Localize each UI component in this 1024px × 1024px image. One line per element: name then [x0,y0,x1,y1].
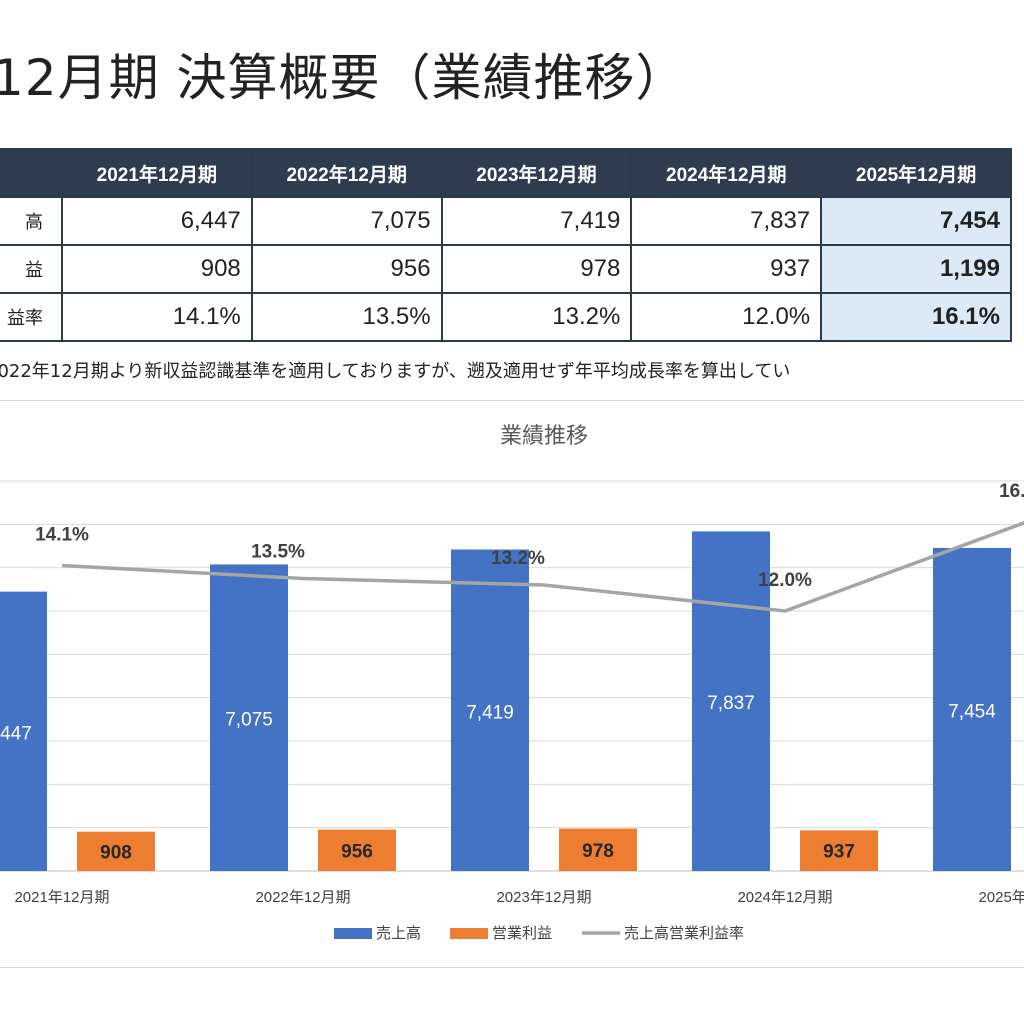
table-row-margin: 益率 14.1% 13.5% 13.2% 12.0% 16.1% [0,292,1012,342]
chart-frame [0,400,1024,968]
table-cell: 908 [60,244,253,294]
column-header: 2022年12月期 [250,148,443,198]
sales-bar-label: 7,837 [707,693,755,714]
operating-profit-bar [318,829,396,871]
chart-bars [0,531,1011,871]
summary-table: 2021年12月期 2022年12月期 2023年12月期 2024年12月期 … [0,148,1012,342]
operating-profit-bar-label: 978 [582,841,614,862]
table-cell: 7,075 [250,196,443,246]
table-cell: 956 [250,244,443,294]
table-cell: 13.5% [250,292,443,342]
operating-margin-label: 12.0% [758,570,812,591]
sales-bar [692,531,770,871]
table-cell: 7,419 [440,196,633,246]
legend-label-operating-profit: 営業利益 [492,925,552,942]
table-cell-highlight: 1,199 [820,244,1012,294]
row-label: 益 [0,244,63,294]
chart-title: 業績推移 [500,423,588,448]
legend-swatch-operating-profit [450,928,488,939]
row-label: 益率 [0,292,63,342]
legend-label-sales: 売上高 [376,925,421,942]
operating-margin-label: 13.2% [491,548,545,569]
table-cell: 14.1% [60,292,253,342]
legend-label-operating-margin: 売上高営業利益率 [624,925,744,942]
x-tick-label: 2024年12月期 [737,889,832,906]
operating-margin-label: 16.1% [999,481,1024,502]
sales-bar-label: 7,454 [948,701,996,722]
table-cell: 937 [630,244,823,294]
table-cell: 13.2% [440,292,633,342]
operating-profit-bar [77,831,155,871]
x-tick-label: 2023年12月期 [496,889,591,906]
column-header: 2021年12月期 [60,148,253,198]
operating-profit-bar-label: 908 [100,842,132,863]
footnote: 2022年12月期より新収益認識基準を適用しておりますが、遡及適用せず年平均成長… [0,361,791,382]
x-tick-label: 2025年12月期 [978,889,1024,906]
chart-x-axis: 2021年12月期 2022年12月期 2023年12月期 2024年12月期 2025… [14,889,1024,906]
x-tick-label: 2022年12月期 [255,889,350,906]
table-header-row: 2021年12月期 2022年12月期 2023年12月期 2024年12月期 … [0,148,1012,198]
x-tick-label: 2021年12月期 [14,889,109,906]
table-cell: 978 [440,244,633,294]
operating-margin-label: 13.5% [251,542,305,563]
sales-bar [210,564,288,871]
table-cell-highlight: 7,454 [820,196,1012,246]
sales-bar-label: 7,075 [225,710,273,731]
sales-bar [451,549,529,871]
chart-legend: 売上高 営業利益 売上高営業利益率 [334,925,744,942]
table-cell: 7,837 [630,196,823,246]
operating-profit-bar [559,828,637,871]
table-row-sales: 高 6,447 7,075 7,419 7,837 7,454 [0,196,1012,246]
sales-bar [0,591,47,871]
table-cell-highlight: 16.1% [820,292,1012,342]
table-cell: 12.0% [630,292,823,342]
performance-chart: 業績推移 6,447 908 7,075 956 7,419 978 7,837 937 7,4… [0,423,1024,942]
chart-line-series [61,521,1024,613]
operating-profit-bar-label: 956 [341,841,373,862]
operating-margin-label: 14.1% [35,525,89,546]
page-title: 12月期 決算概要（業績推移） [0,49,687,107]
sales-bar [933,547,1011,871]
column-header: 2023年12月期 [440,148,633,198]
chart-data-labels: 6,4479087,0759567,4199787,8379377,4541,1… [0,481,1024,863]
sales-bar-label: 7,419 [466,702,514,723]
column-header: 2024年12月期 [630,148,823,198]
legend-swatch-sales [334,928,372,939]
table-row-operating-profit: 益 908 956 978 937 1,199 [0,244,1012,294]
column-header: 2025年12月期 [820,148,1012,198]
sales-bar-label: 6,447 [0,723,32,744]
table-cell: 6,447 [60,196,253,246]
operating-profit-bar-label: 937 [823,842,855,863]
table-corner-cell [0,148,63,198]
row-label: 高 [0,196,63,246]
operating-profit-bar [800,830,878,871]
